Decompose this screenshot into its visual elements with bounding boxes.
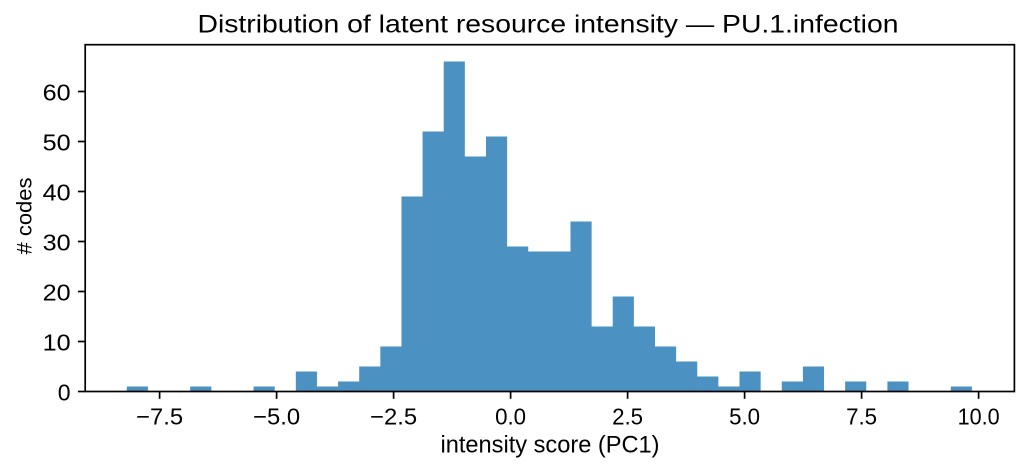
- svg-text:30: 30: [43, 230, 71, 256]
- svg-text:−7.5: −7.5: [136, 404, 183, 430]
- svg-text:−5.0: −5.0: [253, 404, 300, 430]
- svg-text:20: 20: [43, 280, 71, 306]
- svg-text:50: 50: [43, 130, 71, 156]
- svg-text:7.5: 7.5: [846, 404, 877, 430]
- svg-text:10.0: 10.0: [958, 404, 1000, 430]
- svg-text:0.0: 0.0: [495, 404, 526, 430]
- svg-text:# codes: # codes: [14, 178, 37, 255]
- svg-text:−2.5: −2.5: [370, 404, 417, 430]
- svg-text:60: 60: [43, 80, 71, 106]
- svg-text:0: 0: [58, 380, 71, 406]
- svg-text:intensity score (PC1): intensity score (PC1): [441, 431, 660, 458]
- svg-text:10: 10: [43, 330, 71, 356]
- svg-text:2.5: 2.5: [612, 404, 643, 430]
- svg-text:Distribution of latent resourc: Distribution of latent resource intensit…: [198, 10, 899, 38]
- svg-text:5.0: 5.0: [729, 404, 760, 430]
- svg-text:40: 40: [43, 180, 71, 206]
